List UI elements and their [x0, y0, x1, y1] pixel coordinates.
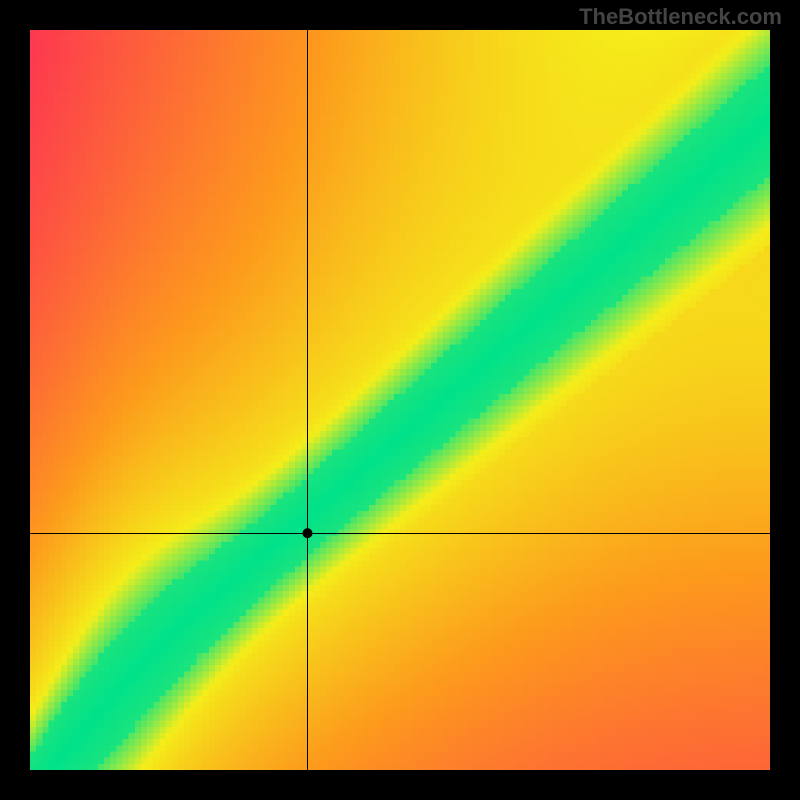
crosshair-horizontal: [30, 533, 770, 534]
watermark-text: TheBottleneck.com: [579, 4, 782, 30]
chart-container: TheBottleneck.com: [0, 0, 800, 800]
crosshair-vertical: [307, 30, 308, 770]
plot-area: [30, 30, 770, 770]
heatmap-canvas: [30, 30, 770, 770]
